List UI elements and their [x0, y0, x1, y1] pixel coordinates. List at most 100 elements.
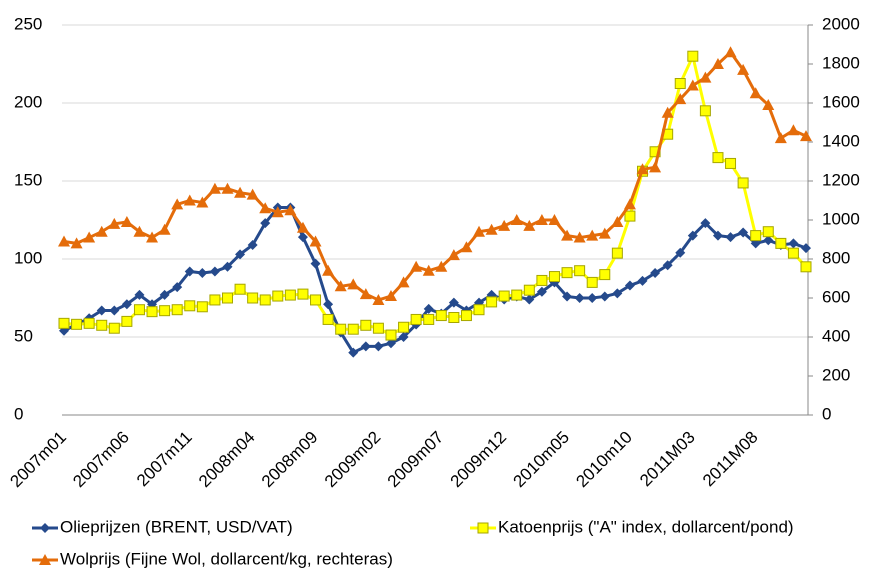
point — [562, 291, 573, 302]
point — [574, 293, 585, 303]
point — [58, 317, 70, 329]
y2-tick-label: 600 — [822, 287, 850, 306]
y-tick-label: 150 — [14, 170, 42, 189]
point — [460, 241, 473, 253]
point — [221, 182, 234, 194]
point — [699, 105, 711, 117]
point — [650, 268, 661, 279]
point — [259, 202, 272, 214]
x-tick-label: 2007m11 — [133, 428, 196, 491]
x-tick-label: 2011M08 — [699, 428, 762, 491]
point — [120, 215, 133, 227]
point — [109, 305, 120, 316]
point — [310, 294, 322, 306]
point — [360, 341, 371, 352]
point — [586, 229, 599, 241]
point — [700, 218, 711, 229]
point — [398, 321, 410, 333]
point — [435, 310, 447, 322]
point — [750, 230, 762, 242]
legend-label: Katoenprijs ("A" index, dollarcent/pond) — [498, 517, 794, 536]
y-tick-label: 50 — [14, 326, 33, 345]
x-tick-label: 2009m07 — [384, 428, 448, 492]
point — [410, 313, 422, 325]
point — [159, 305, 171, 317]
x-tick-label: 2011M03 — [636, 428, 699, 491]
point — [573, 231, 586, 243]
point — [108, 322, 120, 334]
point — [623, 198, 636, 210]
point — [587, 293, 598, 303]
point — [384, 290, 397, 302]
point — [422, 264, 435, 276]
y-tick-label: 200 — [14, 92, 42, 111]
point — [536, 286, 547, 297]
x-tick-label: 2007m06 — [69, 428, 133, 492]
y2-tick-label: 1000 — [822, 209, 860, 228]
point — [39, 554, 51, 565]
point — [775, 237, 787, 249]
point — [71, 318, 83, 330]
point — [548, 271, 560, 283]
point — [134, 289, 145, 300]
point — [725, 232, 736, 243]
point — [800, 261, 812, 273]
point — [649, 161, 662, 173]
point — [209, 294, 221, 306]
point — [83, 317, 95, 329]
point — [234, 283, 246, 295]
point — [284, 204, 297, 216]
point — [95, 225, 108, 237]
point — [724, 46, 737, 58]
y2-tick-label: 1800 — [822, 53, 860, 72]
point — [762, 98, 775, 110]
point — [687, 230, 698, 241]
point — [762, 226, 774, 238]
point — [712, 152, 724, 164]
series — [58, 50, 812, 341]
point — [184, 266, 195, 277]
point — [699, 71, 712, 83]
point — [423, 303, 434, 314]
point — [259, 294, 271, 306]
x-tick-label: 2009m12 — [447, 428, 511, 492]
point — [598, 227, 611, 239]
y2-tick-label: 800 — [822, 248, 850, 267]
point — [447, 249, 460, 261]
point — [711, 58, 724, 69]
point — [96, 305, 107, 316]
x-tick-label: 2008m04 — [195, 428, 259, 492]
point — [359, 288, 372, 300]
point — [398, 332, 409, 342]
legend-label: Wolprijs (Fijne Wol, dollarcent/kg, rech… — [60, 549, 393, 568]
point — [385, 329, 397, 341]
point — [523, 284, 535, 296]
point — [486, 296, 498, 308]
y2-tick-label: 1600 — [822, 92, 860, 111]
point — [184, 300, 196, 312]
point — [133, 304, 145, 316]
point — [624, 210, 636, 222]
point — [183, 194, 196, 206]
point — [636, 163, 649, 175]
point — [473, 304, 485, 316]
point — [96, 319, 108, 331]
point — [385, 338, 396, 349]
point — [687, 50, 699, 62]
y-tick-label: 100 — [14, 248, 42, 267]
point — [448, 297, 459, 308]
point — [612, 288, 623, 299]
point — [674, 78, 686, 89]
point — [347, 323, 359, 335]
point — [335, 323, 347, 335]
y2-tick-label: 1400 — [822, 131, 860, 150]
point — [574, 265, 586, 277]
legend-label: Olieprijzen (BRENT, USD/VAT) — [60, 517, 293, 536]
point — [749, 87, 762, 99]
point — [310, 258, 321, 269]
point — [737, 177, 749, 189]
point — [372, 293, 385, 305]
point — [297, 288, 309, 300]
series-line — [63, 206, 807, 355]
point — [599, 291, 610, 302]
